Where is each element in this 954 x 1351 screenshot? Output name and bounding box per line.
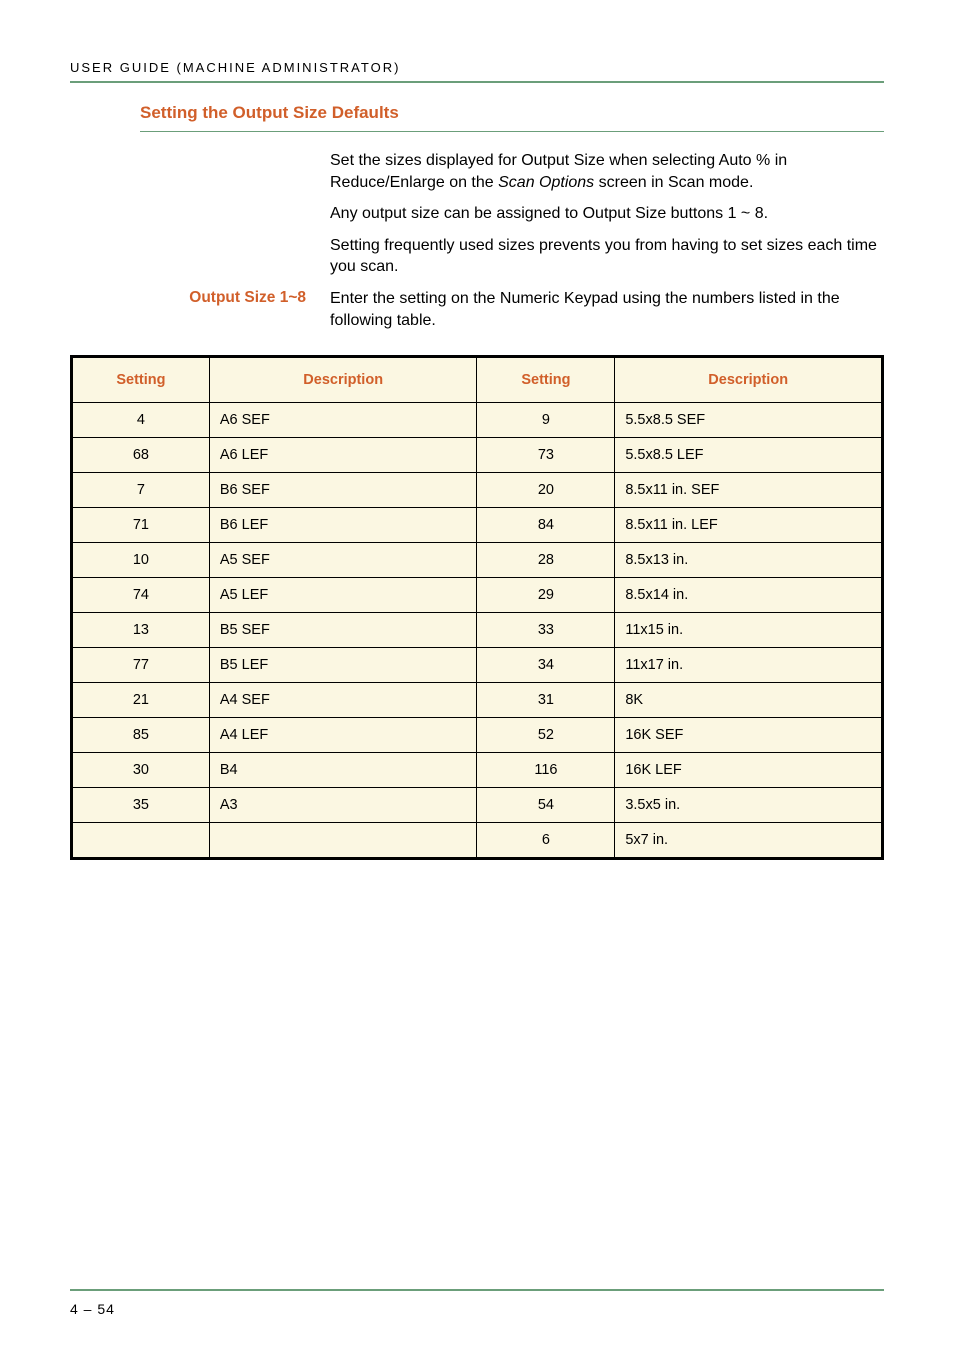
table-cell-setting: 77: [72, 648, 210, 683]
table-cell-description: A4 LEF: [209, 718, 477, 753]
table-header-row: Setting Description Setting Description: [72, 357, 883, 403]
body-paragraph: Any output size can be assigned to Outpu…: [330, 203, 884, 225]
table-header-description: Description: [615, 357, 883, 403]
running-header: USER GUIDE (MACHINE ADMINISTRATOR): [70, 60, 884, 75]
table-row: 7B6 SEF208.5x11 in. SEF: [72, 473, 883, 508]
body-paragraph: Setting frequently used sizes prevents y…: [330, 235, 884, 278]
table-row: 65x7 in.: [72, 823, 883, 859]
table-cell-description: B6 LEF: [209, 508, 477, 543]
table-cell-description: 5.5x8.5 SEF: [615, 403, 883, 438]
table-cell-description: A4 SEF: [209, 683, 477, 718]
section-heading: Setting the Output Size Defaults: [140, 103, 884, 127]
table-cell-setting: 35: [72, 788, 210, 823]
table-cell-setting: 7: [72, 473, 210, 508]
side-text: Enter the setting on the Numeric Keypad …: [330, 288, 884, 331]
table-row: 30B411616K LEF: [72, 753, 883, 788]
table-cell-description: A5 LEF: [209, 578, 477, 613]
table-cell-description: 11x15 in.: [615, 613, 883, 648]
table-cell-description: B5 LEF: [209, 648, 477, 683]
table-cell-setting: 31: [477, 683, 615, 718]
table-cell-description: 11x17 in.: [615, 648, 883, 683]
table-row: 21A4 SEF318K: [72, 683, 883, 718]
table-cell-setting: 28: [477, 543, 615, 578]
table-cell-description: [209, 823, 477, 859]
table-row: 85A4 LEF5216K SEF: [72, 718, 883, 753]
table-row: 35A3543.5x5 in.: [72, 788, 883, 823]
table-cell-setting: 84: [477, 508, 615, 543]
side-label-output-size: Output Size 1~8: [70, 288, 330, 331]
table-cell-description: 5x7 in.: [615, 823, 883, 859]
table-header-description: Description: [209, 357, 477, 403]
table-cell-description: B6 SEF: [209, 473, 477, 508]
table-cell-setting: [72, 823, 210, 859]
table-cell-setting: 29: [477, 578, 615, 613]
table-cell-description: 8K: [615, 683, 883, 718]
table-cell-setting: 6: [477, 823, 615, 859]
table-cell-description: B5 SEF: [209, 613, 477, 648]
table-cell-setting: 10: [72, 543, 210, 578]
section-underline: [140, 131, 884, 132]
table-cell-setting: 68: [72, 438, 210, 473]
table-cell-setting: 9: [477, 403, 615, 438]
table-cell-setting: 30: [72, 753, 210, 788]
table-cell-setting: 52: [477, 718, 615, 753]
table-cell-setting: 116: [477, 753, 615, 788]
table-cell-description: B4: [209, 753, 477, 788]
table-cell-description: 16K LEF: [615, 753, 883, 788]
output-size-table: Setting Description Setting Description …: [70, 355, 884, 860]
table-cell-setting: 34: [477, 648, 615, 683]
table-cell-description: 16K SEF: [615, 718, 883, 753]
table-row: 10A5 SEF288.5x13 in.: [72, 543, 883, 578]
table-cell-description: 8.5x13 in.: [615, 543, 883, 578]
footer-rule: [70, 1289, 884, 1291]
table-header-setting: Setting: [72, 357, 210, 403]
table-row: 77B5 LEF3411x17 in.: [72, 648, 883, 683]
table-cell-setting: 71: [72, 508, 210, 543]
table-row: 68A6 LEF735.5x8.5 LEF: [72, 438, 883, 473]
table-cell-setting: 54: [477, 788, 615, 823]
table-cell-setting: 20: [477, 473, 615, 508]
table-cell-description: 8.5x14 in.: [615, 578, 883, 613]
table-cell-setting: 85: [72, 718, 210, 753]
table-cell-setting: 21: [72, 683, 210, 718]
table-cell-description: A5 SEF: [209, 543, 477, 578]
table-row: 13B5 SEF3311x15 in.: [72, 613, 883, 648]
table-cell-setting: 73: [477, 438, 615, 473]
table-cell-setting: 74: [72, 578, 210, 613]
table-cell-setting: 13: [72, 613, 210, 648]
table-cell-setting: 4: [72, 403, 210, 438]
table-cell-description: 5.5x8.5 LEF: [615, 438, 883, 473]
table-row: 4A6 SEF95.5x8.5 SEF: [72, 403, 883, 438]
table-row: 71B6 LEF848.5x11 in. LEF: [72, 508, 883, 543]
header-rule: [70, 81, 884, 83]
table-cell-description: A6 SEF: [209, 403, 477, 438]
table-cell-description: A3: [209, 788, 477, 823]
table-cell-description: A6 LEF: [209, 438, 477, 473]
table-cell-description: 8.5x11 in. LEF: [615, 508, 883, 543]
table-cell-description: 8.5x11 in. SEF: [615, 473, 883, 508]
table-cell-description: 3.5x5 in.: [615, 788, 883, 823]
table-cell-setting: 33: [477, 613, 615, 648]
table-row: 74A5 LEF298.5x14 in.: [72, 578, 883, 613]
page-number: 4 – 54: [70, 1301, 115, 1317]
table-header-setting: Setting: [477, 357, 615, 403]
body-paragraph: Set the sizes displayed for Output Size …: [330, 150, 884, 193]
